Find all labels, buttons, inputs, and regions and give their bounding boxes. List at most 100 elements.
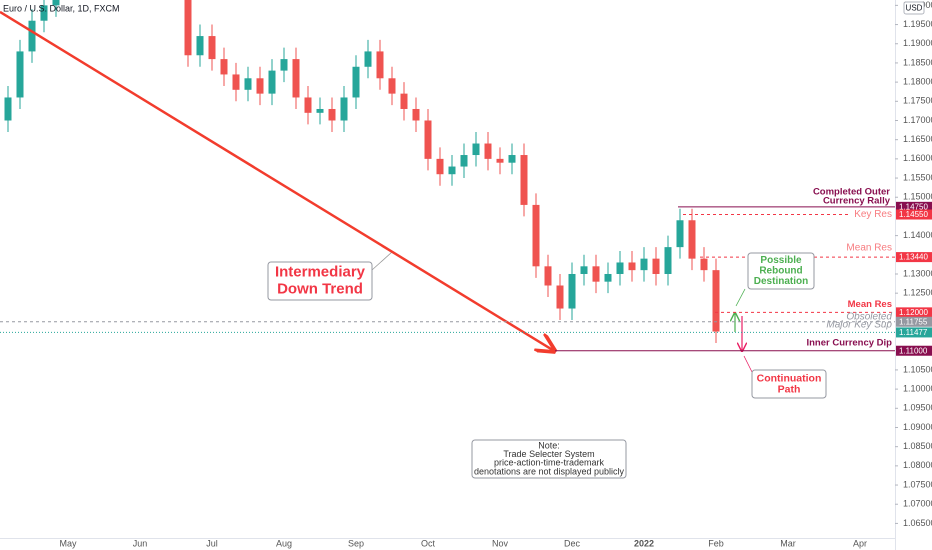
level-label: Key Res <box>854 209 892 220</box>
price-tag-label: 1.11477 <box>899 328 928 337</box>
price-tag-label: 1.13440 <box>899 253 928 262</box>
y-tick-label: 1.12500 <box>903 288 932 298</box>
y-tick-label: 1.09500 <box>903 403 932 413</box>
candle-body <box>628 262 636 271</box>
price-tag <box>896 345 932 356</box>
candle-body <box>16 51 24 98</box>
candle-body <box>556 285 564 309</box>
x-tick-label: Oct <box>421 538 436 548</box>
annotation-text: Destination <box>754 276 808 287</box>
callout-line <box>371 251 393 271</box>
price-tag-label: 1.11000 <box>899 346 928 355</box>
y-tick-label: 1.19500 <box>903 19 932 29</box>
candle-body <box>364 51 372 67</box>
candle-body <box>640 258 648 271</box>
level-label: Completed Outer <box>813 186 890 197</box>
y-tick-label: 1.17500 <box>903 96 932 106</box>
candle-body <box>580 266 588 274</box>
candle-body <box>4 97 12 121</box>
annotation-text: Intermediary <box>275 263 366 280</box>
candle-body <box>592 266 600 282</box>
candle-body <box>244 78 252 90</box>
candle-body <box>256 78 264 94</box>
level-label: Inner Currency Dip <box>806 337 892 348</box>
y-tick-label: 1.07500 <box>903 479 932 489</box>
annotation-box <box>471 439 627 479</box>
annotation-text: Note: <box>538 440 560 450</box>
candle-body <box>448 166 456 175</box>
y-tick-label: 1.08000 <box>903 460 932 470</box>
candle-body <box>400 93 408 109</box>
candle-body <box>280 59 288 71</box>
x-tick-label: Aug <box>276 538 292 548</box>
annotation-text: Down Trend <box>277 280 363 297</box>
candle-body <box>460 155 468 167</box>
candle-body <box>424 120 432 159</box>
annotation-text: denotations are not displayed publicly <box>474 466 625 476</box>
x-tick-label: Dec <box>564 538 581 548</box>
candle-body <box>220 59 228 75</box>
candle-body <box>304 97 312 113</box>
candle-body <box>292 59 300 98</box>
candle-body <box>568 273 576 309</box>
candle-body <box>484 143 492 159</box>
y-tick-label: 1.15500 <box>903 172 932 182</box>
price-tag <box>896 327 932 338</box>
annotation-text: Rebound <box>759 266 802 277</box>
price-tag <box>896 201 932 212</box>
candle-body <box>388 78 396 94</box>
x-tick-label: Jun <box>133 538 148 548</box>
candle-body <box>184 0 192 56</box>
candle-body <box>712 270 720 332</box>
y-tick-label: 1.18500 <box>903 57 932 67</box>
y-tick-label: 1.08500 <box>903 441 932 451</box>
plot-area <box>4 0 720 344</box>
candle-body <box>604 273 612 282</box>
x-tick-label: 2022 <box>634 538 654 548</box>
candle-body <box>508 155 516 163</box>
candle-body <box>520 155 528 205</box>
y-tick-label: 1.13000 <box>903 268 932 278</box>
y-tick-label: 1.17000 <box>903 115 932 125</box>
annotation-text: price-action-time-trademark <box>494 458 605 468</box>
price-tag <box>896 307 932 318</box>
candle-body <box>340 97 348 121</box>
y-tick-label: 1.16000 <box>903 153 932 163</box>
x-tick-label: Apr <box>853 538 867 548</box>
annotation-box <box>267 261 373 301</box>
annotation-text: Path <box>778 383 801 395</box>
x-tick-label: Nov <box>492 538 509 548</box>
candle-body <box>436 158 444 175</box>
candle-body <box>544 266 552 286</box>
level-label: Major Key Sup <box>826 319 892 330</box>
y-tick-label: 1.07000 <box>903 499 932 509</box>
x-tick-label: Jul <box>206 538 218 548</box>
candle-body <box>688 220 696 259</box>
y-tick-label: 1.10000 <box>903 383 932 393</box>
candle-body <box>28 20 36 52</box>
candle-body <box>316 108 324 113</box>
annotation-text: Continuation <box>757 372 822 384</box>
candle-body <box>652 258 660 274</box>
callout-line <box>743 355 753 373</box>
candle-body <box>268 70 276 94</box>
x-tick-label: Mar <box>780 538 796 548</box>
annotation-box <box>751 369 827 399</box>
price-tag <box>896 209 932 220</box>
candle-body <box>472 143 480 156</box>
candle-body <box>40 5 48 21</box>
candle-body <box>496 158 504 163</box>
level-label: Currency Rally <box>823 195 891 206</box>
candle-body <box>232 74 240 90</box>
candle-body <box>52 0 60 6</box>
x-tick-label: May <box>59 538 77 548</box>
y-tick-label: 1.16500 <box>903 134 932 144</box>
y-tick-label: 1.06500 <box>903 518 932 528</box>
y-tick-label: 1.15000 <box>903 192 932 202</box>
currency-label: USD <box>906 4 923 13</box>
annotation-text: Possible <box>760 255 802 266</box>
price-tag-label: 1.14550 <box>899 210 928 219</box>
price-tag-label: 1.11755 <box>899 317 928 326</box>
y-tick-label: 1.19000 <box>903 38 932 48</box>
